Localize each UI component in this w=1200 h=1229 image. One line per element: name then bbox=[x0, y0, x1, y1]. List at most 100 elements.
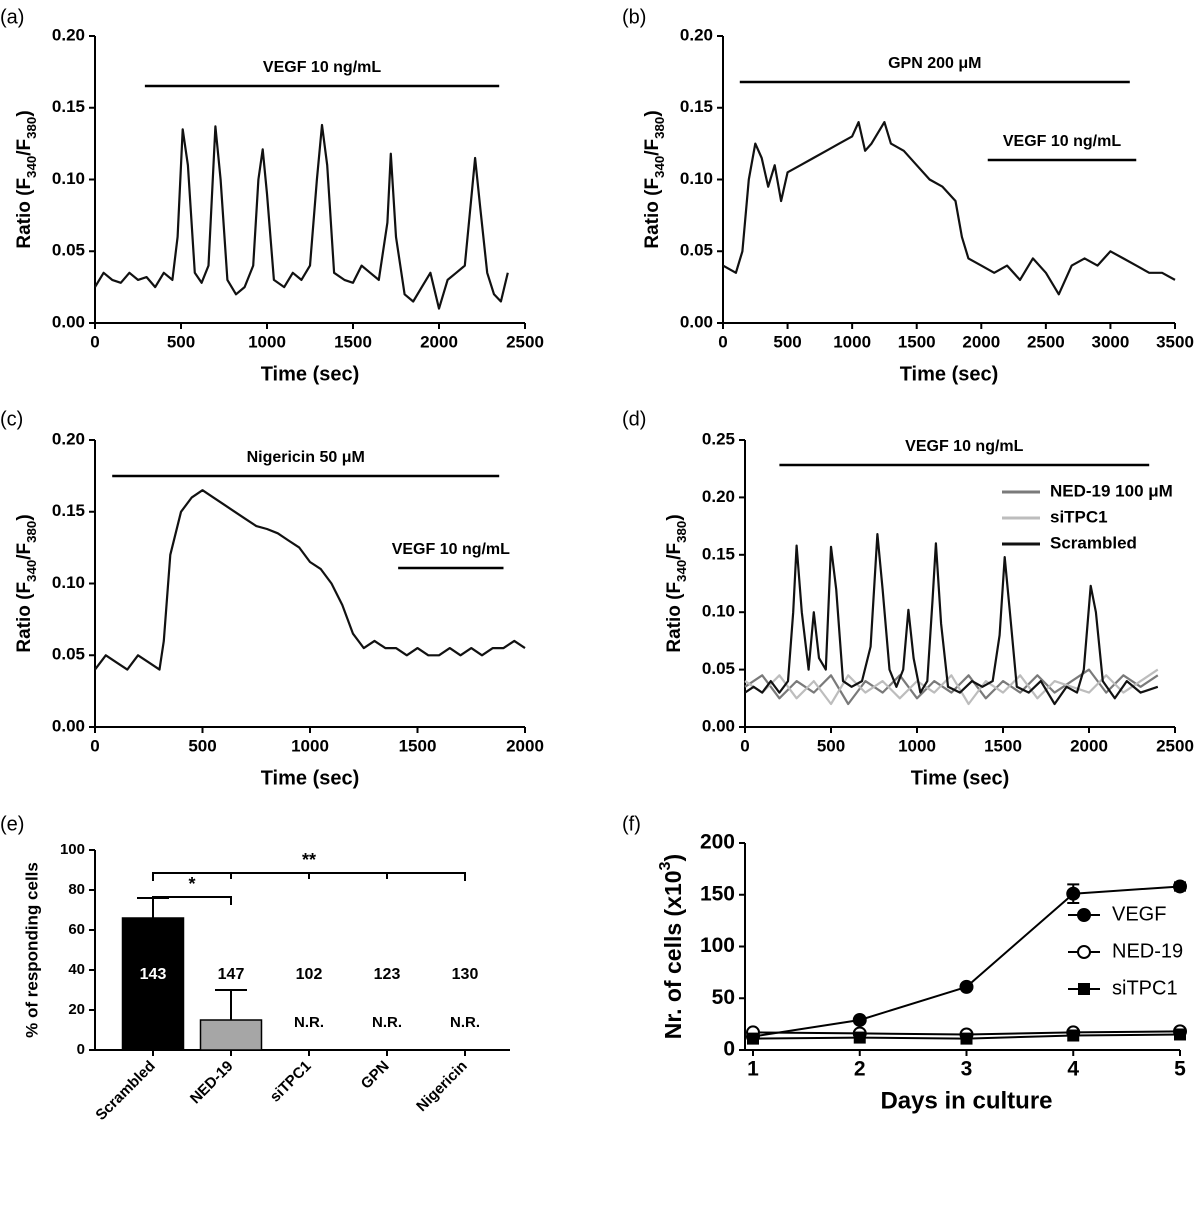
axis-label: Ratio (F340/F380) bbox=[14, 110, 39, 248]
x-tick-label: NED-19 bbox=[187, 1058, 237, 1108]
label-part: ) bbox=[14, 110, 35, 116]
panel-label: (d) bbox=[622, 408, 646, 430]
marker bbox=[1077, 945, 1091, 959]
x-tick-label: 1000 bbox=[898, 736, 936, 755]
y-tick-label: 200 bbox=[700, 831, 735, 854]
x-tick-label: 1500 bbox=[334, 332, 372, 351]
x-tick-label: 0 bbox=[90, 332, 99, 351]
x-tick-label: 1 bbox=[747, 1058, 759, 1081]
panel-label: (b) bbox=[622, 6, 646, 28]
treatment-label: VEGF 10 ng/mL bbox=[263, 59, 381, 76]
axis-label: % of responding cells bbox=[22, 862, 41, 1038]
legend-label: NED-19 100 μM bbox=[1050, 481, 1173, 500]
x-tick-label: 1500 bbox=[984, 736, 1022, 755]
x-axis-label: Days in culture bbox=[880, 1087, 1052, 1114]
label-part: /F bbox=[14, 543, 35, 560]
panel-label: (f) bbox=[622, 813, 641, 835]
marker bbox=[747, 1032, 759, 1045]
y-tick-label: 0.00 bbox=[52, 716, 85, 735]
y-tick-label: 0.00 bbox=[680, 312, 713, 331]
label-part: /F bbox=[642, 139, 663, 156]
x-axis-label: Time (sec) bbox=[900, 363, 999, 385]
label-part: ) bbox=[14, 514, 35, 520]
label-subscript: 340 bbox=[674, 560, 689, 582]
y-tick-label: 0.10 bbox=[680, 169, 713, 188]
y-tick-label: 0.15 bbox=[680, 97, 713, 116]
y-tick-label: 0.15 bbox=[52, 97, 85, 116]
label-part: ) bbox=[664, 514, 685, 520]
x-axis-label: Time (sec) bbox=[911, 767, 1010, 789]
axis-label: Ratio (F340/F380) bbox=[664, 514, 689, 652]
marker bbox=[853, 1031, 866, 1044]
x-tick-label: 3 bbox=[961, 1058, 973, 1081]
x-axis-label: Time (sec) bbox=[261, 363, 360, 385]
y-tick-label: 0.20 bbox=[702, 487, 735, 506]
x-tick-label: Scrambled bbox=[92, 1058, 158, 1124]
data-line bbox=[744, 533, 1159, 706]
x-axis-label: Time (sec) bbox=[261, 767, 360, 789]
axis-label: Ratio (F340/F380) bbox=[14, 514, 39, 652]
x-tick-label: 0 bbox=[90, 736, 99, 755]
label-subscript: 380 bbox=[24, 521, 39, 543]
treatment-label: VEGF 10 ng/mL bbox=[1003, 133, 1121, 150]
x-tick-label: 2500 bbox=[506, 332, 544, 351]
value-label: N.R. bbox=[372, 1014, 402, 1031]
label-subscript: 380 bbox=[674, 521, 689, 543]
marker bbox=[1173, 879, 1187, 894]
x-tick-label: 2500 bbox=[1156, 736, 1194, 755]
label-part: Ratio (F bbox=[664, 582, 685, 653]
x-tick-label: 500 bbox=[773, 332, 801, 351]
x-tick-label: 2000 bbox=[506, 736, 544, 755]
y-tick-label: 0.20 bbox=[52, 25, 85, 44]
data-line bbox=[722, 121, 1176, 296]
x-tick-label: 2 bbox=[854, 1058, 866, 1081]
legend-label: NED-19 bbox=[1112, 940, 1183, 962]
y-tick-label: 0 bbox=[77, 1041, 85, 1058]
n-label: 147 bbox=[218, 966, 245, 983]
label-subscript: 340 bbox=[24, 156, 39, 178]
n-label: 130 bbox=[452, 966, 479, 983]
significance-label: * bbox=[188, 874, 195, 894]
y-tick-label: 0.05 bbox=[702, 659, 735, 678]
label-part: ) bbox=[660, 854, 686, 862]
label-part: ) bbox=[642, 110, 663, 116]
n-label: 143 bbox=[140, 966, 167, 983]
x-tick-label: 0 bbox=[740, 736, 749, 755]
y-tick-label: 0.20 bbox=[680, 25, 713, 44]
x-tick-label: 500 bbox=[167, 332, 195, 351]
label-part: /F bbox=[14, 139, 35, 156]
axis-label: Nr. of cells (x103) bbox=[656, 854, 686, 1039]
marker bbox=[1174, 1028, 1186, 1041]
y-tick-label: 60 bbox=[68, 921, 85, 938]
y-tick-label: 0.05 bbox=[52, 645, 85, 664]
y-tick-label: 0.05 bbox=[52, 241, 85, 260]
x-tick-label: 1000 bbox=[291, 736, 329, 755]
marker bbox=[1066, 886, 1081, 901]
y-tick-label: 40 bbox=[68, 961, 85, 978]
x-tick-label: 1500 bbox=[898, 332, 936, 351]
legend-label: siTPC1 bbox=[1112, 977, 1178, 999]
y-tick-label: 100 bbox=[700, 934, 735, 957]
marker bbox=[960, 1032, 973, 1045]
data-line bbox=[94, 489, 526, 671]
y-tick-label: 0.00 bbox=[52, 312, 85, 331]
label-superscript: 3 bbox=[656, 861, 674, 870]
marker bbox=[1067, 1029, 1080, 1042]
label-subscript: 340 bbox=[24, 560, 39, 582]
label-part: Ratio (F bbox=[642, 178, 663, 249]
bar bbox=[199, 1019, 263, 1051]
x-tick-label: 5 bbox=[1174, 1058, 1186, 1081]
n-label: 102 bbox=[296, 966, 323, 983]
y-tick-label: 150 bbox=[700, 882, 735, 905]
y-tick-label: 20 bbox=[68, 1001, 85, 1018]
marker bbox=[1078, 983, 1090, 995]
x-tick-label: 1500 bbox=[399, 736, 437, 755]
value-label: N.R. bbox=[294, 1014, 324, 1031]
x-tick-label: 1000 bbox=[833, 332, 871, 351]
y-tick-label: 0.25 bbox=[702, 429, 735, 448]
x-tick-label: 2000 bbox=[962, 332, 1000, 351]
label-part: Ratio (F bbox=[14, 582, 35, 653]
legend-label: Scrambled bbox=[1050, 533, 1137, 552]
data-line bbox=[744, 668, 1159, 706]
